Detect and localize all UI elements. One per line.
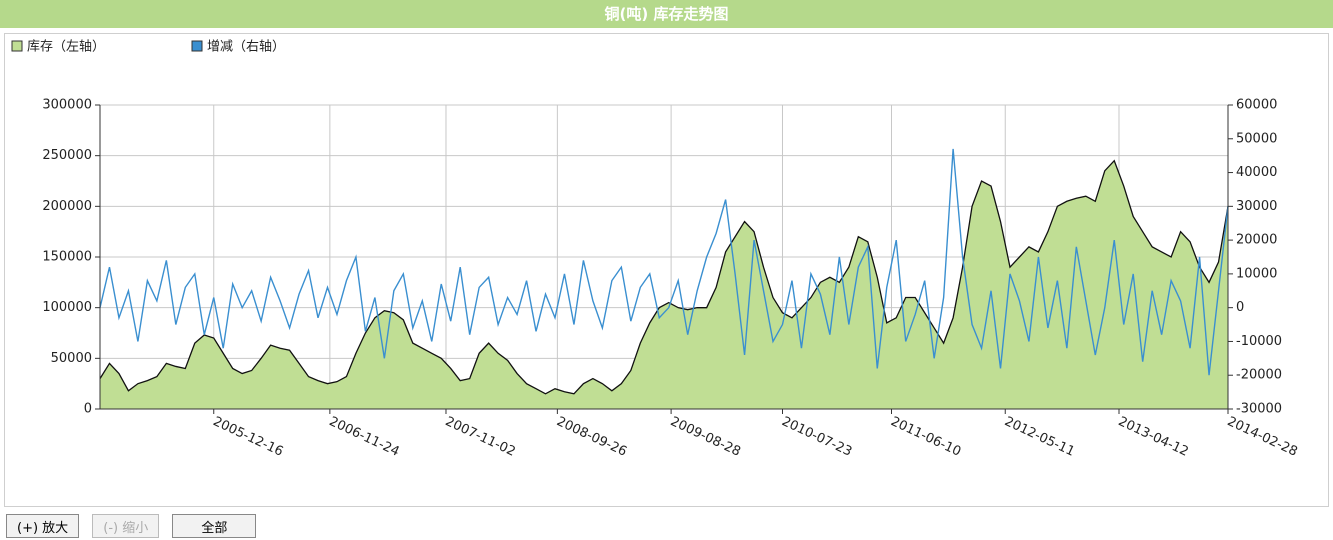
x-tick-label: 2011-06-10 <box>888 414 963 460</box>
y2-tick-label: 60000 <box>1236 98 1277 113</box>
x-tick-label: 2010-07-23 <box>779 414 854 460</box>
y2-tick-label: 0 <box>1236 300 1244 315</box>
legend-swatch <box>191 40 203 52</box>
line <box>99 148 1229 376</box>
y-tick-label: 150000 <box>42 250 92 265</box>
x-tick-label: 2012-05-11 <box>1002 414 1077 460</box>
y-tick-label: 100000 <box>42 300 92 315</box>
all-button[interactable]: 全部 <box>172 514 257 538</box>
zoom-out-button[interactable]: (-) 缩小 <box>92 514 160 538</box>
x-tick-label: 2009-08-28 <box>668 414 743 460</box>
chart-frame <box>4 33 1329 507</box>
chart: 库存（左轴） 增减（右轴）0500001000001500002000002500… <box>11 39 1300 460</box>
y-tick-label: 0 <box>84 402 92 417</box>
x-tick-label: 2006-11-24 <box>327 414 402 460</box>
y-tick-label: 250000 <box>42 148 92 163</box>
x-tick-label: 2013-04-12 <box>1116 414 1191 460</box>
area-outline <box>99 159 1229 395</box>
y2-tick-label: 30000 <box>1236 199 1277 214</box>
y2-tick-label: -20000 <box>1236 368 1282 383</box>
button-row: (+) 放大 (-) 缩小 全部 <box>6 514 264 538</box>
y2-tick-label: -10000 <box>1236 334 1282 349</box>
legend-swatch <box>11 40 23 52</box>
y2-tick-label: -30000 <box>1236 402 1282 417</box>
x-tick-label: 2014-02-28 <box>1225 414 1300 460</box>
y2-tick-label: 50000 <box>1236 131 1277 146</box>
y2-tick-label: 20000 <box>1236 233 1277 248</box>
zoom-in-button[interactable]: (+) 放大 <box>6 514 80 538</box>
y-tick-label: 300000 <box>42 98 92 113</box>
legend-label: 库存（左轴） <box>27 39 105 55</box>
y2-tick-label: 40000 <box>1236 165 1277 180</box>
x-tick-label: 2005-12-16 <box>211 414 286 460</box>
x-tick-label: 2008-09-26 <box>554 414 629 460</box>
x-tick-label: 2007-11-02 <box>443 414 518 460</box>
y-tick-label: 50000 <box>51 351 92 366</box>
legend-label: 增减（右轴） <box>207 40 285 55</box>
title-bar: 铜(吨) 库存走势图 <box>0 0 1333 28</box>
y-tick-label: 200000 <box>42 199 92 214</box>
y2-tick-label: 10000 <box>1236 266 1277 281</box>
